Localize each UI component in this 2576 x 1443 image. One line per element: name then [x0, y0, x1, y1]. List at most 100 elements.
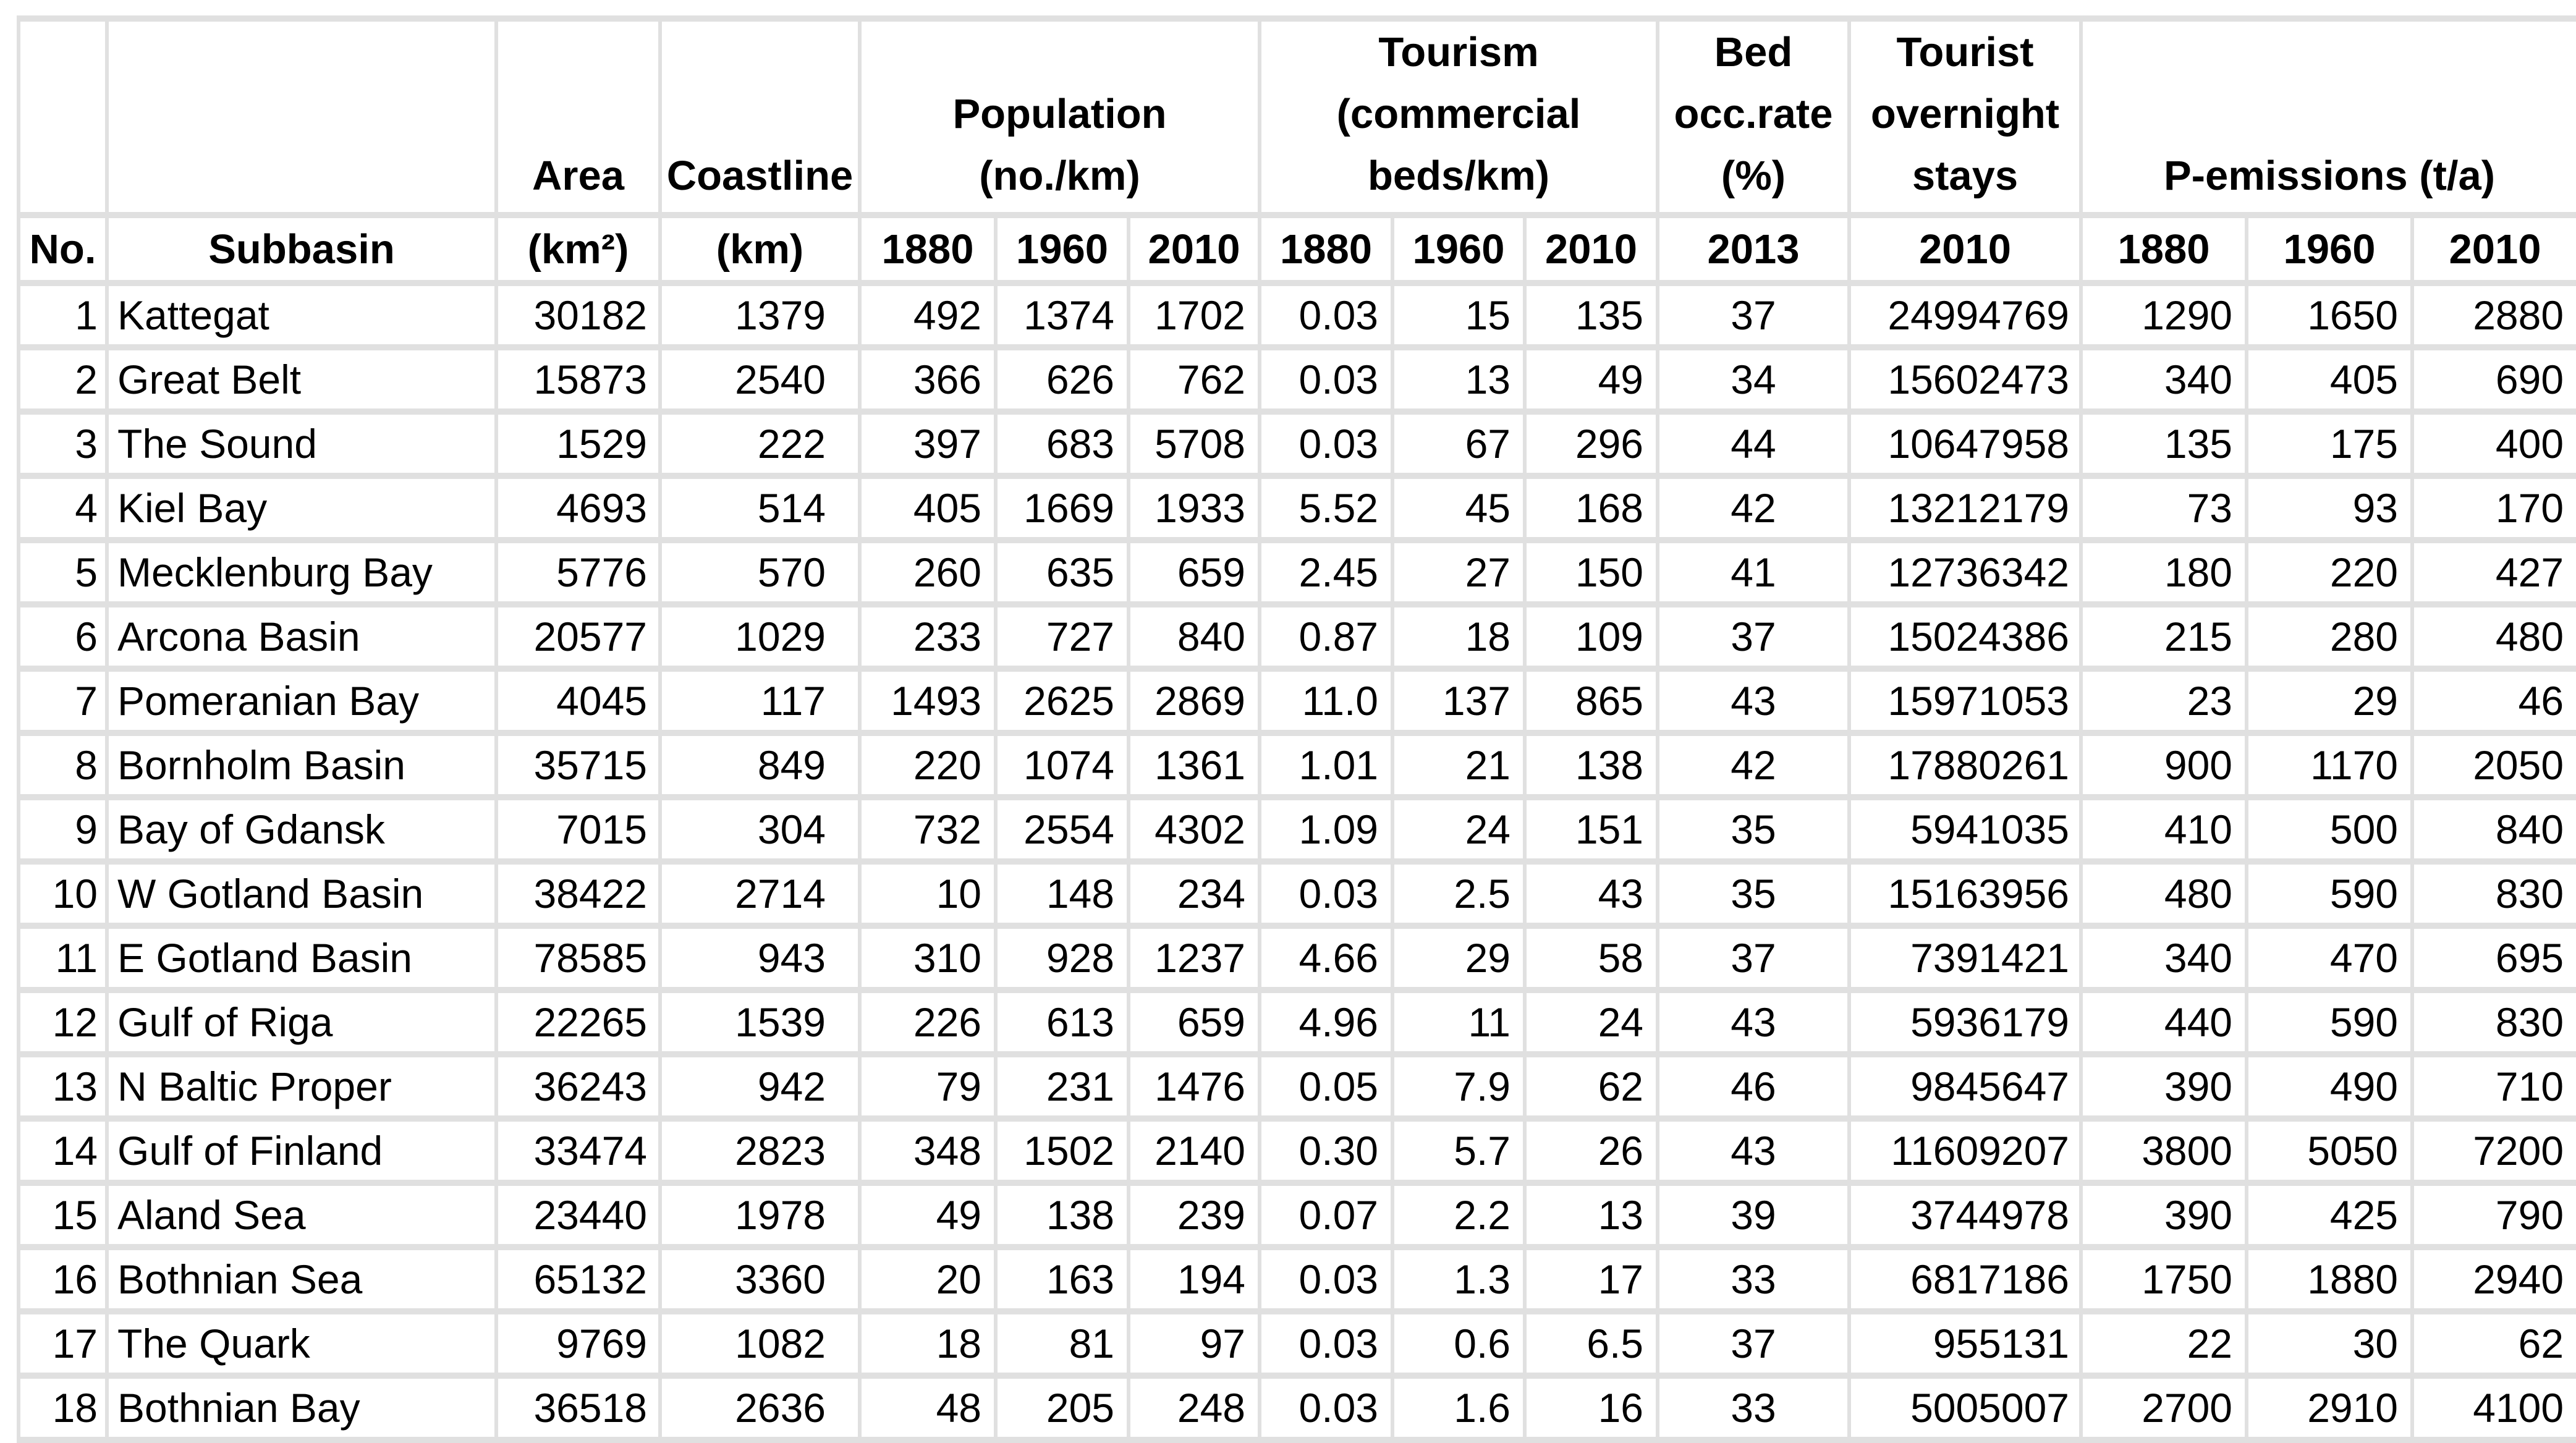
cell-p-emissions-2010: 170 [2410, 473, 2576, 543]
cell-bed-occ-2013: 34 [1656, 344, 1852, 415]
cell-overnight-stays-2010: 9845647 [1847, 1051, 2083, 1122]
header-p-emissions-1960: 1960 [2245, 212, 2415, 286]
cell-p-emissions-2010: 830 [2410, 987, 2576, 1057]
cell-p-emissions-1960: 490 [2245, 1051, 2415, 1122]
cell-no: 5 [17, 537, 109, 607]
cell-tourism-2010: 6.5 [1522, 1308, 1660, 1379]
table-row: 3 The Sound 1529 222 397 683 5708 0.03 67 296 44 10… [17, 408, 2576, 479]
cell-bed-occ-2013: 43 [1656, 987, 1852, 1057]
cell-no: 9 [17, 794, 109, 865]
cell-tourism-2010: 109 [1522, 601, 1660, 672]
cell-subbasin: Bornholm Basin [105, 730, 498, 800]
cell-p-emissions-1960: 5050 [2245, 1115, 2415, 1186]
header-tourism-2010: 2010 [1522, 212, 1660, 286]
cell-area: 20577 [494, 601, 662, 672]
cell-tourism-2010: 168 [1522, 473, 1660, 543]
cell-bed-occ-2013: 37 [1656, 280, 1852, 350]
cell-coastline: 943 [658, 923, 862, 993]
cell-subbasin: Kattegat [105, 280, 498, 350]
cell-subbasin: Arcona Basin [105, 601, 498, 672]
cell-area: 65132 [494, 1244, 662, 1314]
cell-population-1880: 310 [858, 923, 998, 993]
cell-overnight-stays-2010: 15971053 [1847, 666, 2083, 736]
cell-population-1880: 20 [858, 1244, 998, 1314]
cell-population-2010: 248 [1127, 1373, 1261, 1443]
table-row: 17 The Quark 9769 1082 18 81 97 0.03 0.6 6.5 37 955… [17, 1308, 2576, 1379]
cell-p-emissions-1960: 2910 [2245, 1373, 2415, 1443]
table-row: 8 Bornholm Basin 35715 849 220 1074 1361 1.01 21… [17, 730, 2576, 800]
cell-bed-occ-2013: 33 [1656, 1373, 1852, 1443]
cell-p-emissions-2010: 710 [2410, 1051, 2576, 1122]
cell-p-emissions-1880: 23 [2079, 666, 2249, 736]
cell-bed-occ-2013: 37 [1656, 923, 1852, 993]
cell-p-emissions-1880: 440 [2079, 987, 2249, 1057]
cell-area: 1529 [494, 408, 662, 479]
header-tourism-1880: 1880 [1258, 212, 1394, 286]
cell-subbasin: W Gotland Basin [105, 858, 498, 929]
cell-area: 4693 [494, 473, 662, 543]
cell-tourism-1960: 15 [1391, 280, 1527, 350]
cell-p-emissions-2010: 480 [2410, 601, 2576, 672]
cell-tourism-1880: 4.66 [1258, 923, 1394, 993]
cell-area: 36243 [494, 1051, 662, 1122]
cell-p-emissions-2010: 840 [2410, 794, 2576, 865]
cell-area: 23440 [494, 1180, 662, 1250]
cell-no: 16 [17, 1244, 109, 1314]
cell-bed-occ-2013: 42 [1656, 473, 1852, 543]
cell-p-emissions-2010: 2940 [2410, 1244, 2576, 1314]
table-body: 1 Kattegat 30182 1379 492 1374 1702 0.03 15 135 37… [17, 280, 2576, 1443]
cell-population-2010: 4302 [1127, 794, 1261, 865]
cell-population-2010: 194 [1127, 1244, 1261, 1314]
cell-population-1960: 1669 [994, 473, 1130, 543]
cell-tourism-1880: 0.03 [1258, 1244, 1394, 1314]
cell-bed-occ-2013: 44 [1656, 408, 1852, 479]
cell-subbasin: The Sound [105, 408, 498, 479]
header-overnight-2010: 2010 [1847, 212, 2083, 286]
cell-tourism-1880: 4.96 [1258, 987, 1394, 1057]
cell-tourism-1960: 67 [1391, 408, 1527, 479]
cell-tourism-1880: 0.05 [1258, 1051, 1394, 1122]
cell-tourism-1880: 11.0 [1258, 666, 1394, 736]
cell-population-2010: 2140 [1127, 1115, 1261, 1186]
cell-subbasin: Aland Sea [105, 1180, 498, 1250]
cell-population-1880: 348 [858, 1115, 998, 1186]
cell-population-1880: 48 [858, 1373, 998, 1443]
cell-overnight-stays-2010: 10647958 [1847, 408, 2083, 479]
cell-no: 8 [17, 730, 109, 800]
cell-population-1880: 732 [858, 794, 998, 865]
cell-overnight-stays-2010: 15024386 [1847, 601, 2083, 672]
cell-tourism-2010: 13 [1522, 1180, 1660, 1250]
cell-overnight-stays-2010: 24994769 [1847, 280, 2083, 350]
header-tourism-group: Tourism (commercial beds/km) [1257, 15, 1660, 218]
cell-tourism-1880: 1.01 [1258, 730, 1394, 800]
cell-population-2010: 1933 [1127, 473, 1261, 543]
cell-tourism-1960: 29 [1391, 923, 1527, 993]
cell-p-emissions-1960: 500 [2245, 794, 2415, 865]
cell-population-2010: 97 [1127, 1308, 1261, 1379]
table-row: 18 Bothnian Bay 36518 2636 48 205 248 0.03 1.6 16… [17, 1373, 2576, 1443]
cell-p-emissions-1960: 30 [2245, 1308, 2415, 1379]
table-row: 2 Great Belt 15873 2540 366 626 762 0.03 13 49 34 1… [17, 344, 2576, 415]
table-row: 1 Kattegat 30182 1379 492 1374 1702 0.03 15 135 37… [17, 280, 2576, 350]
cell-coastline: 222 [658, 408, 862, 479]
cell-tourism-2010: 58 [1522, 923, 1660, 993]
cell-no: 4 [17, 473, 109, 543]
cell-overnight-stays-2010: 955131 [1847, 1308, 2083, 1379]
cell-tourism-1960: 45 [1391, 473, 1527, 543]
cell-population-1960: 1074 [994, 730, 1130, 800]
header-area-unit: (km²) [494, 212, 662, 286]
cell-bed-occ-2013: 37 [1656, 1308, 1852, 1379]
cell-population-2010: 762 [1127, 344, 1261, 415]
cell-tourism-1960: 2.2 [1391, 1180, 1527, 1250]
cell-population-1880: 1493 [858, 666, 998, 736]
header-population-1960: 1960 [994, 212, 1130, 286]
cell-population-2010: 2869 [1127, 666, 1261, 736]
cell-coastline: 1379 [658, 280, 862, 350]
table-row: 14 Gulf of Finland 33474 2823 348 1502 2140 0.3… [17, 1115, 2576, 1186]
cell-population-1960: 231 [994, 1051, 1130, 1122]
cell-tourism-1960: 137 [1391, 666, 1527, 736]
cell-p-emissions-2010: 790 [2410, 1180, 2576, 1250]
cell-tourism-1960: 0.6 [1391, 1308, 1527, 1379]
cell-population-1880: 397 [858, 408, 998, 479]
